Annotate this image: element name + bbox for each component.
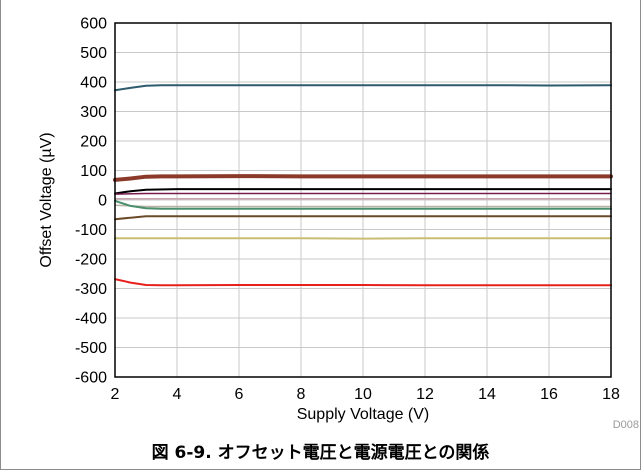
y-tick-label: 200 [80, 134, 107, 151]
series-line-3 [114, 188, 612, 195]
y-tick-label: -500 [75, 340, 107, 357]
y-tick-label: -600 [75, 370, 107, 387]
x-tick-label: 12 [416, 386, 434, 403]
x-tick-label: 8 [297, 386, 306, 403]
x-tick-label: 2 [111, 386, 120, 403]
offset-voltage-chart: 600 500 400 300 200 100 0 -100 -200 -300 -400 -500 -… [38, 16, 639, 432]
x-tick-label: 16 [540, 386, 558, 403]
y-tick-label: 500 [80, 45, 107, 62]
series-line-7 [114, 199, 612, 210]
x-tick-labels: 2 4 6 8 10 12 14 16 18 [111, 386, 620, 403]
x-tick-label: 18 [602, 386, 620, 403]
series-line-4 [114, 192, 612, 195]
series-layer [113, 84, 613, 287]
x-tick-label: 10 [354, 386, 372, 403]
y-tick-label: -300 [75, 281, 107, 298]
y-tick-label: 400 [80, 75, 107, 92]
series-line-6 [114, 204, 612, 208]
y-axis-title: Offset Voltage (µV) [38, 132, 55, 267]
y-tick-label: -400 [75, 311, 107, 328]
grid-layer [114, 22, 612, 378]
x-tick-label: 4 [173, 386, 182, 403]
figure-caption: 図 6-9. オフセット電圧と電源電圧との関係 [151, 443, 490, 463]
figure-code-label: D008 [613, 419, 639, 431]
y-tick-label: 100 [80, 163, 107, 180]
x-axis-title: Supply Voltage (V) [297, 406, 430, 423]
y-tick-label: 0 [98, 193, 107, 210]
x-tick-label: 6 [235, 386, 244, 403]
y-tick-labels: 600 500 400 300 200 100 0 -100 -200 -300 -400 -500 -… [75, 16, 107, 387]
series-line-1 [114, 84, 612, 92]
x-tick-label: 14 [478, 386, 496, 403]
y-tick-label: -200 [75, 252, 107, 269]
series-line-8 [114, 215, 612, 221]
y-tick-label: 600 [80, 16, 107, 33]
y-tick-label: -100 [75, 222, 107, 239]
y-tick-label: 300 [80, 104, 107, 121]
series-line-2 [113, 174, 613, 182]
series-line-10 [114, 278, 612, 287]
plot-area-border [114, 22, 612, 378]
